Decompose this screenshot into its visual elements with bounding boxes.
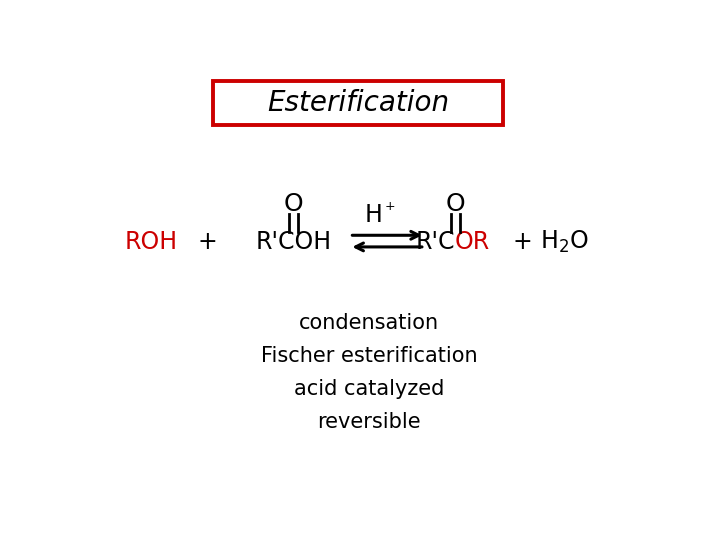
Text: Esterification: Esterification [267,89,449,117]
Text: R'C: R'C [415,230,455,253]
Text: +: + [384,200,395,213]
Text: H$_2$O: H$_2$O [540,228,589,255]
Text: ROH: ROH [125,230,178,253]
FancyBboxPatch shape [213,82,503,125]
Text: OR: OR [455,230,490,253]
Text: H: H [365,204,383,227]
Text: O: O [284,192,304,216]
Text: +: + [197,230,217,253]
Text: R'COH: R'COH [256,230,332,253]
Text: reversible: reversible [318,413,420,433]
Text: +: + [513,230,532,253]
Text: Fischer esterification: Fischer esterification [261,346,477,366]
Text: acid catalyzed: acid catalyzed [294,379,444,399]
Text: condensation: condensation [299,313,439,333]
Text: O: O [446,192,465,216]
